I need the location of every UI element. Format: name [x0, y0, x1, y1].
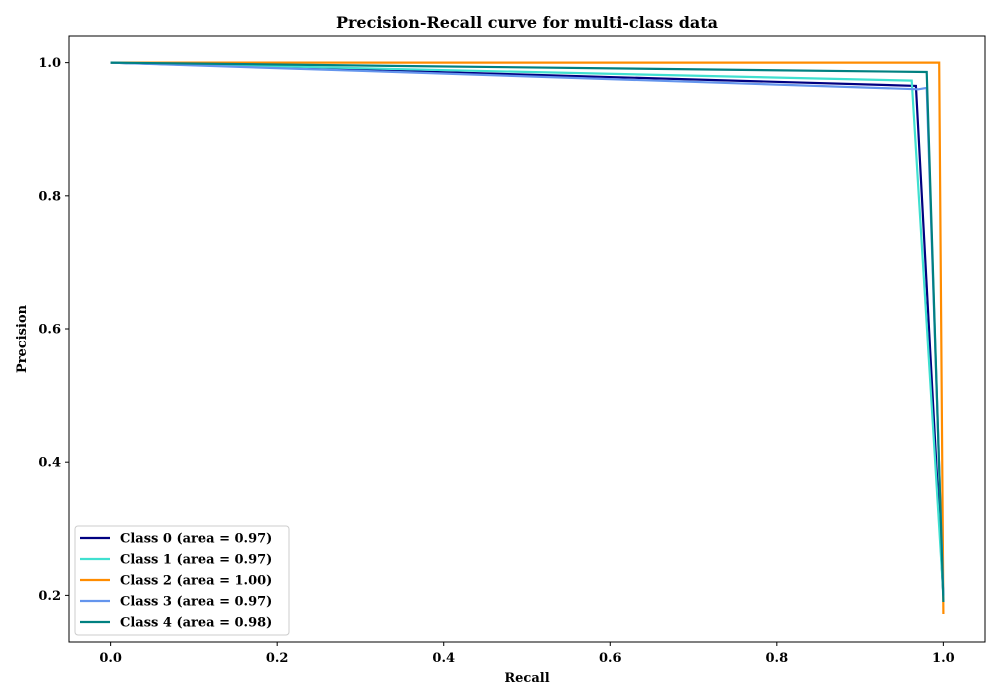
legend-label: Class 1 (area = 0.97) [120, 553, 272, 568]
y-tick-label: 0.2 [38, 589, 61, 604]
y-axis-label: Precision [15, 304, 30, 373]
x-tick-label: 0.0 [99, 651, 122, 666]
x-tick-label: 1.0 [932, 651, 955, 666]
legend-label: Class 2 (area = 1.00) [120, 574, 272, 589]
legend-label: Class 3 (area = 0.97) [120, 595, 272, 610]
y-axis-ticks: 0.2 0.4 0.6 0.8 1.0 [38, 56, 69, 604]
series-line-class-4 [110, 61, 945, 603]
y-tick-label: 1.0 [38, 56, 61, 71]
y-tick-label: 0.6 [38, 323, 61, 338]
series-lines [110, 61, 945, 615]
axes-frame [68, 35, 986, 643]
legend-box [74, 525, 290, 636]
legend-label: Class 4 (area = 0.98) [120, 616, 272, 631]
plot-area [68, 35, 986, 643]
x-axis-ticks: 0.0 0.2 0.4 0.6 0.8 1.0 [99, 642, 955, 666]
x-tick-label: 0.6 [599, 651, 622, 666]
chart-title: Precision-Recall curve for multi-class d… [336, 13, 718, 32]
y-tick-label: 0.4 [38, 456, 61, 471]
x-tick-label: 0.4 [432, 651, 455, 666]
legend-label: Class 0 (area = 0.97) [120, 532, 272, 547]
series-line-class-0 [110, 61, 945, 596]
series-line-class-1 [110, 61, 945, 596]
legend-entries: Class 0 (area = 0.97) Class 1 (area = 0.9… [80, 532, 272, 631]
legend: Class 0 (area = 0.97) Class 1 (area = 0.9… [74, 525, 290, 636]
x-tick-label: 0.8 [766, 651, 789, 666]
y-tick-label: 0.8 [38, 189, 61, 204]
series-line-class-2 [110, 61, 945, 615]
x-axis-label: Recall [504, 671, 549, 686]
x-tick-label: 0.2 [266, 651, 289, 666]
